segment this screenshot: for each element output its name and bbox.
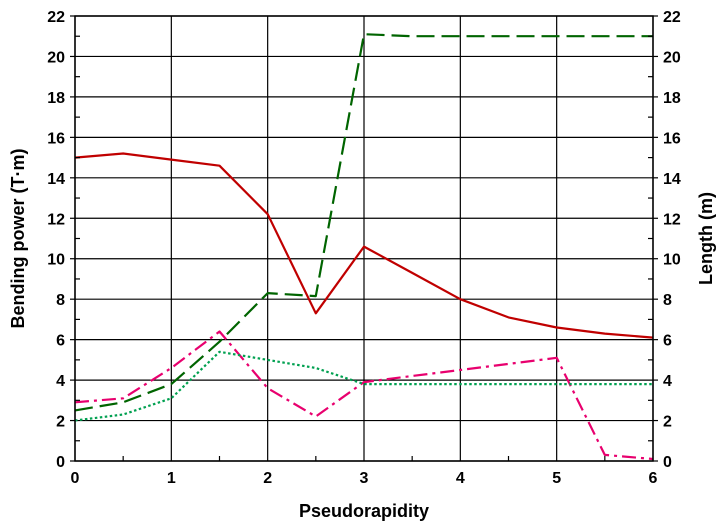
y2-tick-label: 14 bbox=[663, 171, 681, 188]
grid bbox=[74, 15, 654, 462]
y-tick-label: 2 bbox=[56, 414, 65, 431]
y2-axis-title: Length (m) bbox=[696, 192, 716, 285]
y-tick-label: 14 bbox=[47, 171, 65, 188]
x-tick-label: 1 bbox=[167, 470, 176, 487]
y2-tick-label: 6 bbox=[663, 333, 672, 350]
series-line-dashed bbox=[74, 33, 653, 412]
x-tick-label: 4 bbox=[456, 470, 465, 487]
y-tick-label: 16 bbox=[47, 130, 65, 147]
y2-tick-label: 16 bbox=[663, 130, 681, 147]
y2-tick-label: 22 bbox=[663, 9, 681, 26]
y-tick-label: 18 bbox=[47, 90, 65, 107]
x-axis-title: Pseudorapidity bbox=[299, 501, 429, 521]
y2-tick-label: 4 bbox=[663, 373, 672, 390]
x-tick-label: 6 bbox=[649, 470, 658, 487]
x-tick-label: 5 bbox=[552, 470, 561, 487]
y-tick-label: 20 bbox=[47, 49, 65, 66]
y2-tick-label: 20 bbox=[663, 49, 681, 66]
series-line-solid bbox=[74, 152, 654, 339]
y2-tick-label: 12 bbox=[663, 211, 681, 228]
ticks bbox=[70, 15, 658, 462]
y2-tick-label: 8 bbox=[663, 292, 672, 309]
x-tick-label: 3 bbox=[360, 470, 369, 487]
series-group bbox=[74, 33, 654, 461]
x-tick-label: 0 bbox=[71, 470, 80, 487]
y2-tick-label: 0 bbox=[663, 454, 672, 471]
y-tick-label: 8 bbox=[56, 292, 65, 309]
y-tick-label: 4 bbox=[56, 373, 65, 390]
y-tick-label: 22 bbox=[47, 9, 65, 26]
x-tick-label: 2 bbox=[263, 470, 272, 487]
y-tick-label: 0 bbox=[56, 454, 65, 471]
y-tick-label: 10 bbox=[47, 252, 65, 269]
y-tick-label: 12 bbox=[47, 211, 65, 228]
y2-tick-label: 18 bbox=[663, 90, 681, 107]
y2-tick-label: 10 bbox=[663, 252, 681, 269]
y2-tick-label: 2 bbox=[663, 414, 672, 431]
series-line-dotted bbox=[74, 350, 653, 422]
series-line-dashdot bbox=[74, 330, 654, 461]
y-axis-title: Bending power (T·m) bbox=[8, 149, 28, 329]
y-tick-label: 6 bbox=[56, 333, 65, 350]
